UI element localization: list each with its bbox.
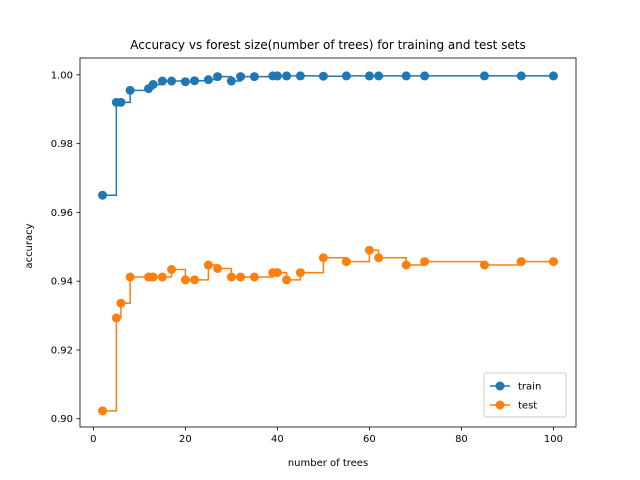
data-point-test (295, 268, 305, 278)
data-point-train (318, 71, 328, 81)
legend-box (483, 372, 567, 418)
chart-title: Accuracy vs forest size(number of trees)… (130, 38, 525, 52)
data-point-train (98, 190, 108, 200)
legend-label-test: test (518, 401, 537, 412)
y-tick-label: 0.90 (51, 414, 73, 425)
axes-frame (79, 57, 577, 428)
data-point-test (236, 272, 246, 282)
data-point-train (226, 76, 236, 86)
data-point-test (548, 257, 558, 267)
data-point-test (98, 406, 108, 416)
y-tick-label: 0.94 (51, 277, 73, 288)
data-point-test (203, 260, 213, 270)
data-point-train (516, 71, 526, 81)
data-point-test (213, 263, 223, 273)
legend: train test (483, 372, 567, 418)
data-point-train (213, 72, 223, 82)
y-tick-label: 0.96 (51, 208, 73, 219)
data-point-train (116, 97, 126, 107)
data-point-test (272, 268, 282, 278)
legend-label-train: train (518, 382, 541, 393)
data-point-train (272, 71, 282, 81)
data-point-train (180, 77, 190, 87)
data-point-train (167, 76, 177, 86)
data-point-test (479, 260, 489, 270)
data-point-train (295, 71, 305, 81)
x-tick-label: 20 (179, 434, 192, 445)
data-point-train (249, 72, 259, 82)
y-tick-label: 0.92 (51, 345, 73, 356)
x-tick-label: 80 (455, 434, 468, 445)
data-point-train (364, 71, 374, 81)
data-point-test (374, 253, 384, 263)
data-point-test (125, 272, 135, 282)
y-axis-label: accuracy (24, 223, 35, 268)
data-point-test (249, 272, 259, 282)
data-point-test (157, 272, 167, 282)
data-point-test (190, 275, 200, 285)
x-tick-label: 40 (271, 434, 284, 445)
y-tick-label: 1.00 (51, 70, 73, 81)
data-point-train (236, 72, 246, 82)
data-point-train (157, 76, 167, 86)
legend-marker-train (495, 381, 505, 391)
x-tick-label: 100 (544, 434, 563, 445)
data-point-test (180, 275, 190, 285)
data-point-test (364, 245, 374, 255)
data-point-test (167, 264, 177, 274)
data-point-test (148, 272, 158, 282)
data-point-test (116, 298, 126, 308)
data-point-train (203, 75, 213, 85)
data-point-test (420, 257, 430, 267)
data-point-test (226, 272, 236, 282)
data-point-test (341, 257, 351, 267)
data-point-test (401, 260, 411, 270)
x-tick-label: 60 (363, 434, 376, 445)
data-point-train (374, 71, 384, 81)
data-point-train (548, 71, 558, 81)
data-point-train (479, 71, 489, 81)
data-point-train (125, 85, 135, 95)
data-point-test (111, 313, 121, 323)
data-point-test (516, 257, 526, 267)
axes: 0 20 40 60 80 100 0.90 0.92 0.94 0.96 0.98 1.00 (51, 57, 577, 445)
data-point-train (420, 71, 430, 81)
data-point-train (401, 71, 411, 81)
data-point-train (282, 71, 292, 81)
y-tick-label: 0.98 (51, 139, 73, 150)
data-point-train (148, 79, 158, 89)
data-point-train (341, 71, 351, 81)
data-point-test (318, 253, 328, 263)
data-point-test (282, 275, 292, 285)
x-axis-label: number of trees (288, 458, 368, 469)
x-tick-label: 0 (90, 434, 96, 445)
data-point-train (190, 76, 200, 86)
legend-marker-test (495, 400, 505, 410)
plot-area (98, 71, 558, 416)
